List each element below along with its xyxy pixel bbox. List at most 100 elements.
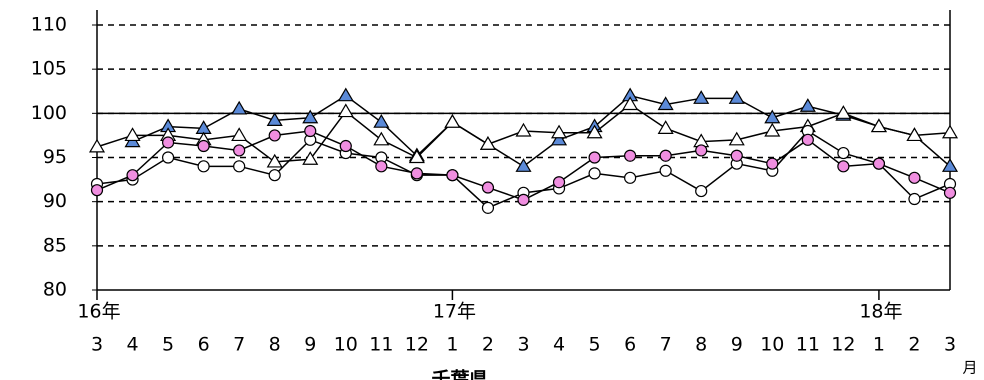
marker bbox=[764, 122, 781, 137]
marker bbox=[373, 131, 390, 146]
x-tick-label: 9 bbox=[304, 334, 316, 356]
marker bbox=[195, 120, 212, 134]
year-label: 16年 bbox=[77, 301, 120, 323]
x-tick-label: 8 bbox=[269, 334, 281, 356]
y-tick-label: 105 bbox=[31, 58, 67, 80]
marker bbox=[657, 96, 674, 111]
marker bbox=[233, 144, 246, 157]
marker bbox=[695, 144, 708, 157]
x-tick-label: 5 bbox=[162, 334, 174, 356]
marker bbox=[586, 124, 603, 139]
marker bbox=[88, 138, 106, 153]
marker bbox=[941, 124, 959, 139]
series-line bbox=[132, 94, 951, 168]
marker bbox=[375, 160, 388, 173]
marker bbox=[197, 139, 210, 153]
y-tick-label: 100 bbox=[31, 102, 67, 124]
marker bbox=[337, 103, 354, 118]
marker bbox=[728, 90, 745, 104]
marker bbox=[552, 176, 566, 189]
x-tick-label: 11 bbox=[369, 334, 393, 356]
marker bbox=[695, 184, 708, 198]
x-tick-label: 4 bbox=[126, 334, 138, 356]
marker bbox=[481, 201, 495, 214]
x-tick-label: 5 bbox=[589, 334, 601, 356]
marker bbox=[515, 158, 532, 172]
marker bbox=[837, 146, 850, 160]
marker bbox=[870, 118, 887, 133]
marker bbox=[126, 169, 139, 182]
marker bbox=[161, 136, 175, 149]
y-tick-label: 85 bbox=[43, 234, 67, 256]
marker bbox=[906, 127, 923, 142]
x-tick-label: 7 bbox=[233, 334, 245, 356]
marker bbox=[339, 139, 352, 153]
x-axis-label: 千葉県 bbox=[431, 369, 488, 380]
marker bbox=[872, 157, 886, 170]
marker bbox=[233, 160, 246, 173]
marker bbox=[268, 129, 281, 142]
x-tick-label: 1 bbox=[446, 334, 458, 356]
marker bbox=[302, 109, 319, 124]
y-tick-label: 95 bbox=[43, 146, 67, 168]
x-tick-label: 2 bbox=[908, 334, 920, 356]
y-tick-label: 110 bbox=[31, 14, 67, 36]
marker bbox=[693, 90, 710, 104]
marker bbox=[550, 124, 568, 139]
year-label: 18年 bbox=[859, 301, 902, 323]
marker bbox=[659, 149, 672, 162]
x-tick-label: 4 bbox=[553, 334, 565, 356]
marker bbox=[408, 149, 425, 164]
marker bbox=[657, 120, 674, 134]
marker bbox=[837, 160, 850, 173]
unit-label: 月 bbox=[962, 359, 977, 377]
marker bbox=[764, 109, 781, 124]
x-tick-label: 2 bbox=[482, 334, 494, 356]
x-tick-label: 7 bbox=[660, 334, 672, 356]
marker bbox=[481, 181, 495, 194]
marker bbox=[730, 149, 743, 162]
marker bbox=[266, 112, 283, 126]
x-tick-label: 3 bbox=[517, 334, 529, 356]
x-tick-label: 8 bbox=[695, 334, 707, 356]
marker bbox=[941, 158, 959, 172]
marker bbox=[124, 127, 141, 142]
marker bbox=[835, 105, 852, 119]
marker bbox=[446, 169, 459, 182]
y-tick-label: 90 bbox=[43, 190, 67, 212]
x-tick-label: 6 bbox=[198, 334, 210, 356]
marker bbox=[479, 136, 497, 150]
y-tick-label: 80 bbox=[43, 279, 67, 301]
marker bbox=[517, 193, 530, 206]
marker bbox=[161, 151, 175, 164]
marker bbox=[197, 160, 210, 173]
x-tick-label: 12 bbox=[831, 334, 855, 356]
marker bbox=[943, 186, 957, 199]
x-tick-label: 11 bbox=[796, 334, 820, 356]
marker bbox=[659, 164, 672, 177]
marker bbox=[302, 151, 319, 165]
marker bbox=[515, 122, 532, 137]
marker bbox=[410, 167, 423, 180]
marker bbox=[266, 153, 283, 168]
marker bbox=[908, 171, 921, 184]
x-tick-label: 10 bbox=[760, 334, 784, 356]
marker bbox=[304, 124, 317, 138]
marker bbox=[231, 127, 248, 142]
marker bbox=[231, 100, 248, 115]
marker bbox=[337, 87, 354, 102]
year-label: 17年 bbox=[433, 301, 476, 323]
marker bbox=[90, 184, 104, 197]
marker bbox=[624, 171, 637, 184]
x-tick-label: 12 bbox=[405, 334, 429, 356]
marker bbox=[801, 133, 814, 146]
marker bbox=[624, 149, 637, 162]
x-tick-label: 3 bbox=[944, 334, 956, 356]
marker bbox=[728, 131, 745, 146]
marker bbox=[766, 157, 779, 170]
marker bbox=[622, 96, 639, 111]
marker bbox=[588, 151, 601, 164]
marker bbox=[373, 113, 390, 128]
marker bbox=[908, 192, 921, 206]
